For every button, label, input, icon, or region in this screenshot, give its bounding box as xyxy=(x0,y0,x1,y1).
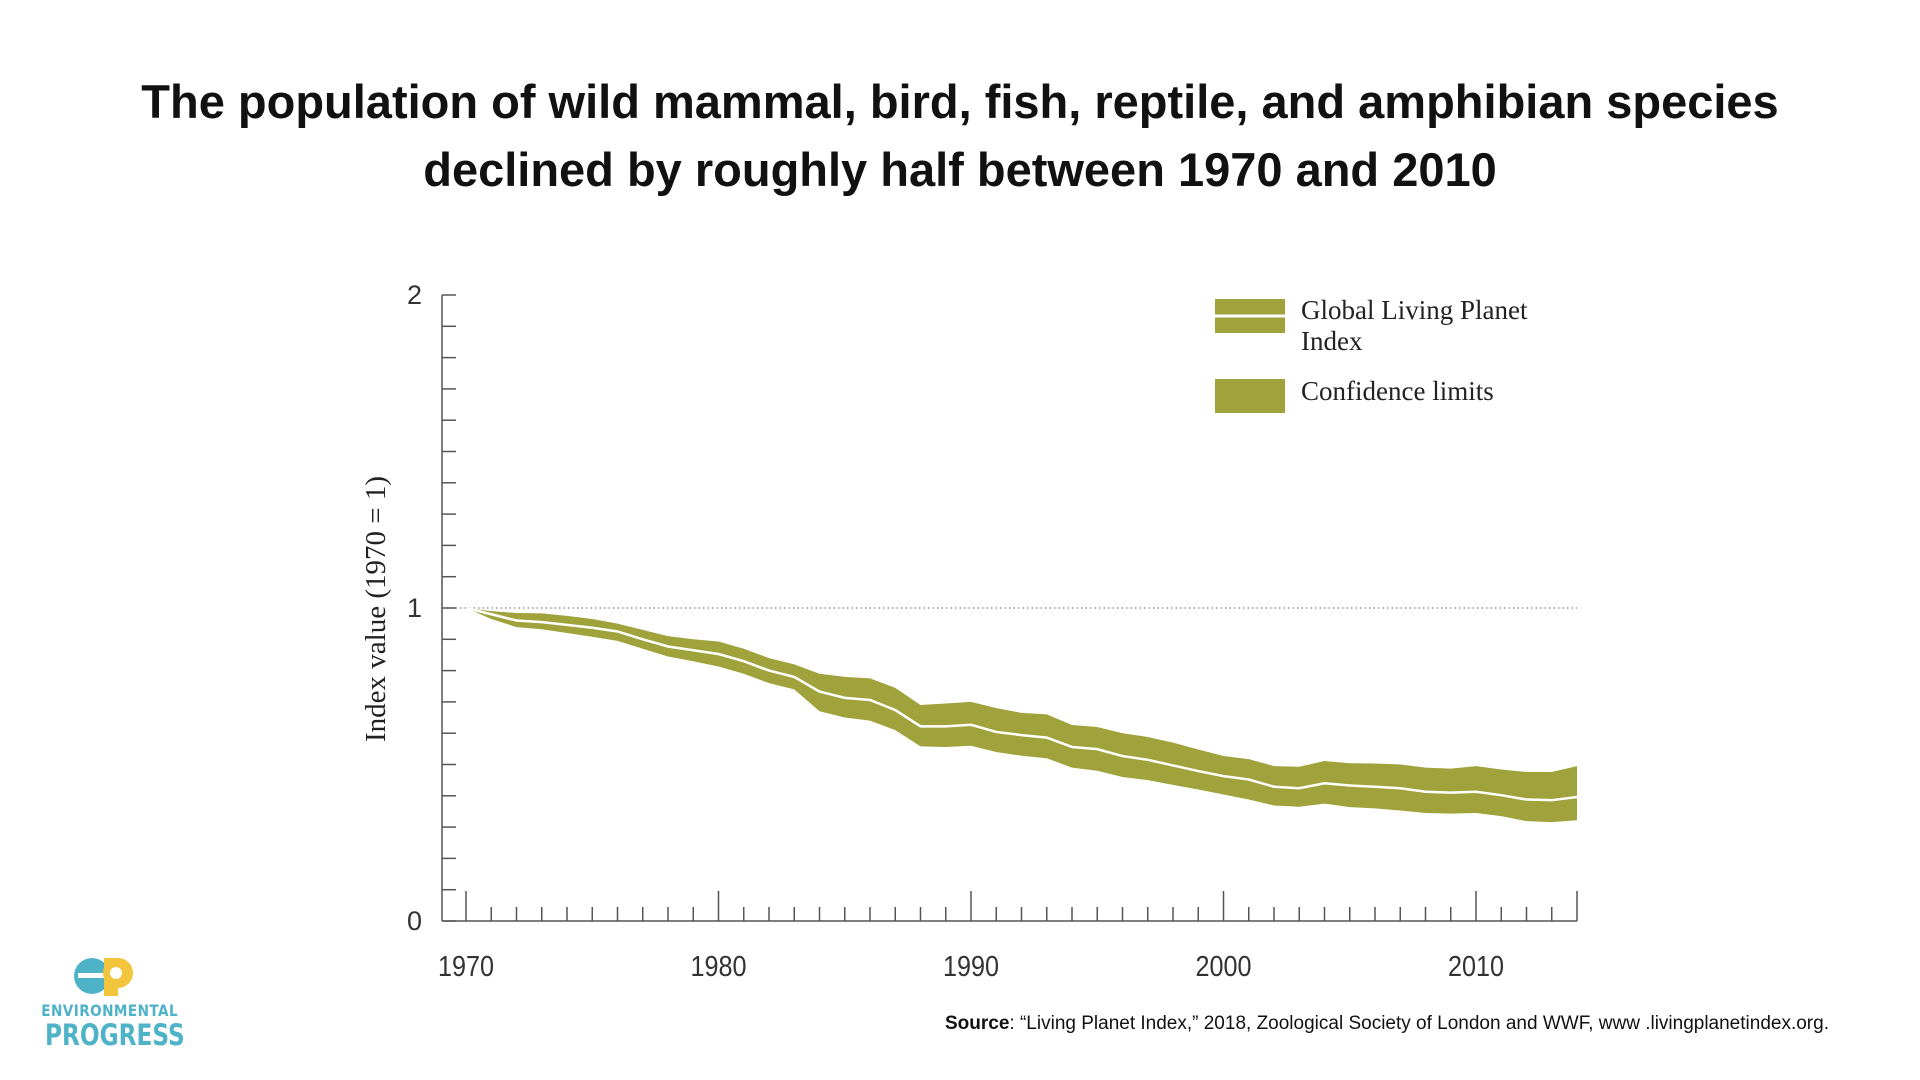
y-tick-label: 2 xyxy=(407,280,422,310)
x-tick-label: 2010 xyxy=(1448,951,1504,983)
logo-text-environmental: ENVIRONMENTAL xyxy=(41,1001,179,1020)
x-tick-label: 2000 xyxy=(1196,951,1252,983)
chart-title: The population of wild mammal, bird, fis… xyxy=(0,68,1920,204)
index-line xyxy=(465,606,1578,802)
legend-confidence-swatch xyxy=(1215,379,1285,413)
x-tick-label: 1990 xyxy=(943,951,999,983)
environmental-progress-logo: ENVIRONMENTAL PROGRESS xyxy=(30,955,185,1052)
y-axis-label: Index value (1970 = 1) xyxy=(360,476,392,742)
source-note: Source: “Living Planet Index,” 2018, Zoo… xyxy=(945,1013,1829,1035)
title-line-2: declined by roughly half between 1970 an… xyxy=(423,143,1497,196)
legend: Global Living Planet Index Confidence li… xyxy=(1215,295,1528,413)
logo-text-progress: PROGRESS xyxy=(45,1018,185,1052)
x-tick-label: 1970 xyxy=(438,951,494,983)
legend-index-label-2: Index xyxy=(1301,326,1363,356)
x-tick-label: 1980 xyxy=(691,951,747,983)
y-tick-label: 1 xyxy=(407,593,422,623)
source-text: : “Living Planet Index,” 2018, Zoologica… xyxy=(1009,1013,1829,1034)
source-label: Source xyxy=(945,1013,1010,1034)
title-line-1: The population of wild mammal, bird, fis… xyxy=(141,75,1779,128)
y-tick-label: 0 xyxy=(407,906,422,936)
legend-confidence-label: Confidence limits xyxy=(1301,376,1494,406)
ep-logo-icon xyxy=(74,958,133,996)
legend-index-label-1: Global Living Planet xyxy=(1301,295,1528,325)
